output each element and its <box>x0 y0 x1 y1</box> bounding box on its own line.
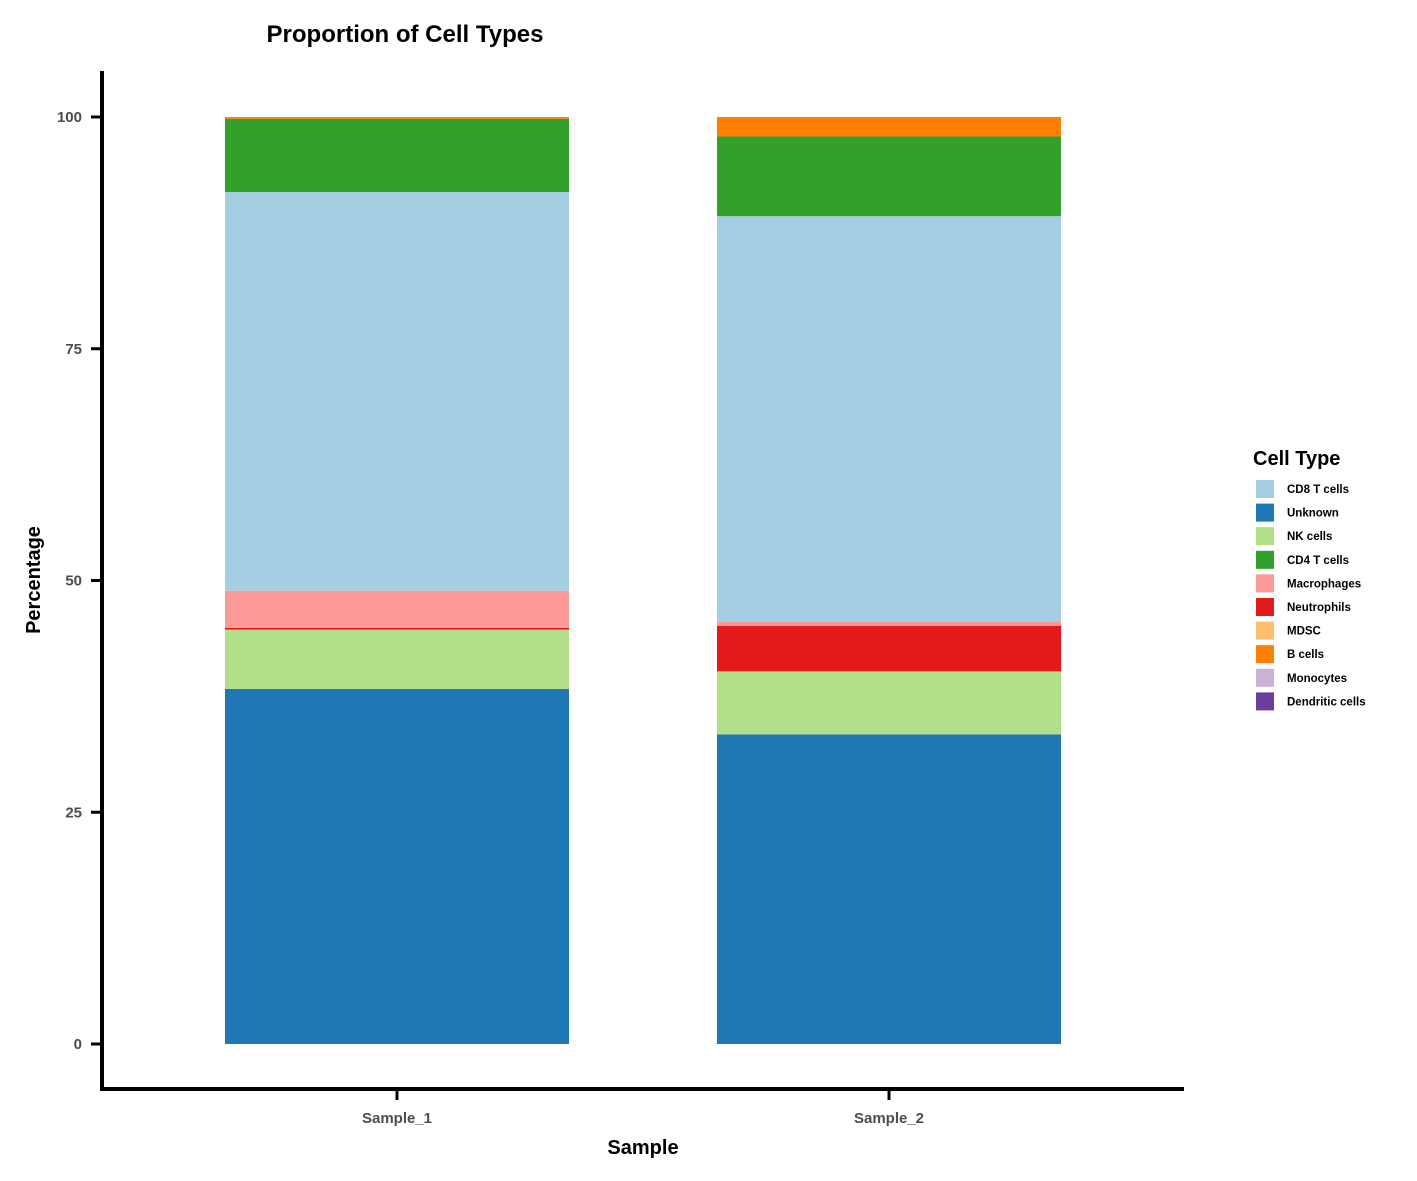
legend-swatch-b-cells <box>1256 645 1274 664</box>
bar-sample-1-neutrophils <box>225 627 569 630</box>
legend-swatch-monocytes <box>1256 668 1274 687</box>
bar-sample-2-cd4-t-cells <box>717 136 1061 217</box>
legend-swatch-nk-cells <box>1256 527 1274 546</box>
legend-label-macrophages: Macrophages <box>1287 578 1361 590</box>
legend-label-mdsc: MDSC <box>1287 626 1321 638</box>
y-axis-ticks: 0 25 50 75 100 <box>57 109 102 1053</box>
x-tick-label-sample-1: Sample_1 <box>362 1110 432 1127</box>
y-tick-label-50: 50 <box>65 573 82 590</box>
legend-label-monocytes: Monocytes <box>1287 673 1347 685</box>
y-tick-label-25: 25 <box>65 804 82 821</box>
legend: Cell Type CD8 T cells Unknown NK cells CD4 … <box>1253 448 1366 711</box>
x-tick-label-sample-2: Sample_2 <box>854 1110 924 1127</box>
bar-sample-1-unknown <box>225 688 569 1044</box>
bar-sample-2-neutrophils <box>717 625 1061 672</box>
bar-sample-2-nk-cells <box>717 671 1061 735</box>
bar-sample-1-b-cells <box>225 117 569 119</box>
legend-label-neutrophils: Neutrophils <box>1287 602 1351 614</box>
legend-label-b-cells: B cells <box>1287 649 1324 661</box>
bar-sample-2-unknown <box>717 734 1061 1044</box>
legend-label-dendritic-cells: Dendritic cells <box>1287 696 1366 708</box>
bar-sample-2-cd8-t-cells <box>717 216 1061 622</box>
legend-swatch-mdsc <box>1256 621 1274 640</box>
legend-label-cd8-t-cells: CD8 T cells <box>1287 484 1349 496</box>
bar-sample-1-cd4-t-cells <box>225 118 569 193</box>
x-axis-title: Sample <box>607 1137 678 1159</box>
legend-title: Cell Type <box>1253 448 1340 470</box>
y-axis-title: Percentage <box>23 526 45 634</box>
bar-sample-2-b-cells <box>717 117 1061 137</box>
bar-sample-1-nk-cells <box>225 629 569 689</box>
legend-swatch-cd8-t-cells <box>1256 480 1274 498</box>
y-tick-label-0: 0 <box>74 1036 82 1053</box>
chart-title: Proportion of Cell Types <box>267 21 544 48</box>
legend-swatch-neutrophils <box>1256 598 1274 616</box>
legend-label-cd4-t-cells: CD4 T cells <box>1287 555 1349 567</box>
legend-swatch-cd4-t-cells <box>1256 550 1274 569</box>
y-tick-label-75: 75 <box>65 341 82 358</box>
bar-sample-2-macrophages <box>717 621 1061 626</box>
bars-group <box>225 117 1061 1044</box>
x-axis-ticks: Sample_1 Sample_2 <box>362 1089 924 1127</box>
legend-swatch-macrophages <box>1256 574 1274 593</box>
legend-swatch-dendritic-cells <box>1256 692 1274 711</box>
legend-label-unknown: Unknown <box>1287 508 1339 520</box>
y-tick-label-100: 100 <box>57 109 82 126</box>
legend-label-nk-cells: NK cells <box>1287 531 1332 543</box>
legend-swatch-unknown <box>1256 503 1274 522</box>
bar-sample-1-macrophages <box>225 590 569 628</box>
bar-sample-1-cd8-t-cells <box>225 192 569 591</box>
legend-items: CD8 T cells Unknown NK cells CD4 T cells Mac… <box>1256 480 1366 711</box>
